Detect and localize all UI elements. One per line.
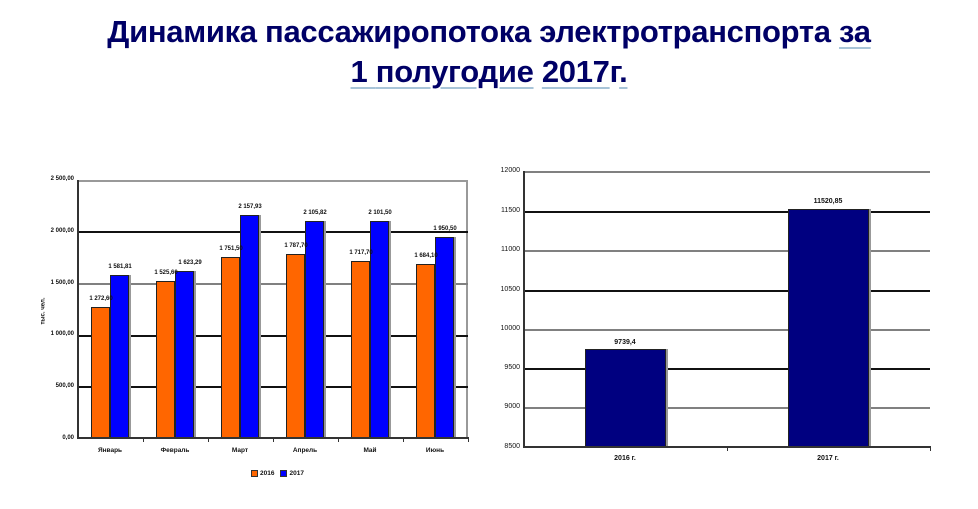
gridline-1500 — [78, 283, 468, 285]
y-tick-label: 500,00 — [55, 383, 74, 389]
gridline-9000 — [524, 407, 930, 409]
gridline-10500 — [524, 290, 930, 292]
category-label: Апрель — [292, 447, 318, 454]
y-tick-label: 10500 — [500, 286, 520, 293]
title-space — [534, 54, 542, 89]
y-tick-label: 12000 — [500, 167, 520, 174]
x-axis — [77, 437, 469, 439]
x-axis — [523, 446, 931, 448]
value-label: 2 157,93 — [238, 204, 262, 210]
bar-2017-feb — [175, 271, 194, 438]
monthly-passenger-chart: 2 500,00 2 000,00 1 500,00 1 000,00 500,… — [40, 176, 469, 477]
gridline-9500 — [524, 368, 930, 370]
page-title: Динамика пассажиропотока электротранспор… — [0, 12, 978, 92]
bar-2016-jan — [91, 307, 110, 438]
value-label: 1 684,10 — [414, 253, 438, 259]
title-line-1: Динамика пассажиропотока электротранспор… — [0, 12, 978, 52]
y-tick-label: 9000 — [504, 403, 520, 410]
gridline-2000 — [78, 231, 468, 233]
y-tick-label: 1 500,00 — [50, 280, 74, 286]
bar-2017-jun — [435, 237, 454, 438]
bar-2016-feb — [156, 281, 175, 438]
x-tick — [208, 439, 209, 442]
gridline-10000 — [524, 329, 930, 331]
value-label: 1 751,50 — [219, 246, 243, 252]
y-tick-label: 1 000,00 — [50, 331, 74, 337]
category-label: 2016 г. — [614, 455, 636, 462]
legend-swatch-2017 — [280, 470, 288, 477]
y-axis-label: тыс. чел. — [40, 297, 47, 325]
x-tick — [930, 448, 931, 451]
y-axis — [523, 171, 525, 448]
bar-2016-mar — [221, 257, 240, 438]
gridline-1000 — [78, 335, 468, 337]
category-label: Февраль — [160, 447, 190, 454]
category-label: Март — [231, 447, 249, 454]
gridline-500 — [78, 386, 468, 388]
monthly-plot-area — [78, 180, 468, 438]
x-tick — [143, 439, 144, 442]
bar-2016-jun — [416, 264, 435, 438]
value-label: 1 581,81 — [108, 264, 132, 270]
x-tick — [468, 439, 469, 442]
category-label: Июнь — [425, 447, 445, 454]
value-label: 1 717,70 — [349, 250, 373, 256]
value-label: 1 623,29 — [178, 260, 202, 266]
bar-total-2017 — [788, 209, 869, 447]
y-tick-label: 11000 — [501, 246, 520, 253]
title-link-za: за — [839, 14, 871, 49]
title-link-polugodie: полугодие — [375, 54, 534, 89]
legend-label: 2016 — [260, 470, 275, 478]
y-tick-label: 2 500,00 — [50, 176, 74, 182]
bar-total-2016 — [585, 349, 666, 447]
title-link-dot: . — [619, 54, 628, 89]
category-label: Январь — [97, 447, 123, 454]
y-axis — [77, 180, 79, 439]
x-tick — [273, 439, 274, 442]
value-label: 1 525,60 — [154, 270, 178, 276]
y-tick-label: 2 000,00 — [50, 228, 74, 234]
legend-item-2017: 2017 — [280, 470, 304, 478]
value-label: 1 787,70 — [284, 243, 308, 249]
value-label: 2 101,50 — [368, 210, 392, 216]
bar-2016-may — [351, 261, 370, 438]
x-tick — [403, 439, 404, 442]
title-link-2017: 2017 — [541, 54, 610, 89]
bar-2017-apr — [305, 221, 324, 438]
title-line-2: 1 полугодие 2017г. — [0, 52, 978, 92]
y-tick-label: 9500 — [504, 364, 520, 371]
value-label: 9739,4 — [614, 339, 636, 346]
title-text: Динамика пассажиропотока электротранспор… — [107, 14, 840, 49]
value-label: 11520,85 — [813, 198, 843, 205]
bar-2016-apr — [286, 254, 305, 438]
title-suffix: г — [609, 54, 620, 89]
value-label: 1 272,60 — [89, 296, 113, 302]
y-tick-label: 11500 — [501, 207, 520, 214]
gridline-11500 — [524, 211, 930, 213]
category-label: Май — [363, 447, 377, 454]
y-tick-label: 8500 — [504, 443, 520, 450]
title-link-1: 1 — [350, 54, 376, 89]
x-tick — [727, 448, 728, 451]
category-label: 2017 г. — [817, 455, 839, 462]
y-tick-label: 0,00 — [62, 435, 74, 441]
legend-swatch-2016 — [251, 470, 258, 477]
value-label: 1 950,50 — [433, 226, 457, 232]
chart-legend: 2016 2017 — [251, 470, 304, 477]
y-tick-label: 10000 — [500, 325, 520, 332]
legend-item-2016: 2016 — [251, 470, 274, 477]
gridline-11000 — [524, 250, 930, 252]
gridline-12000 — [524, 171, 930, 173]
legend-label: 2017 — [289, 470, 304, 478]
x-tick — [338, 439, 339, 442]
value-label: 2 105,82 — [303, 210, 327, 216]
